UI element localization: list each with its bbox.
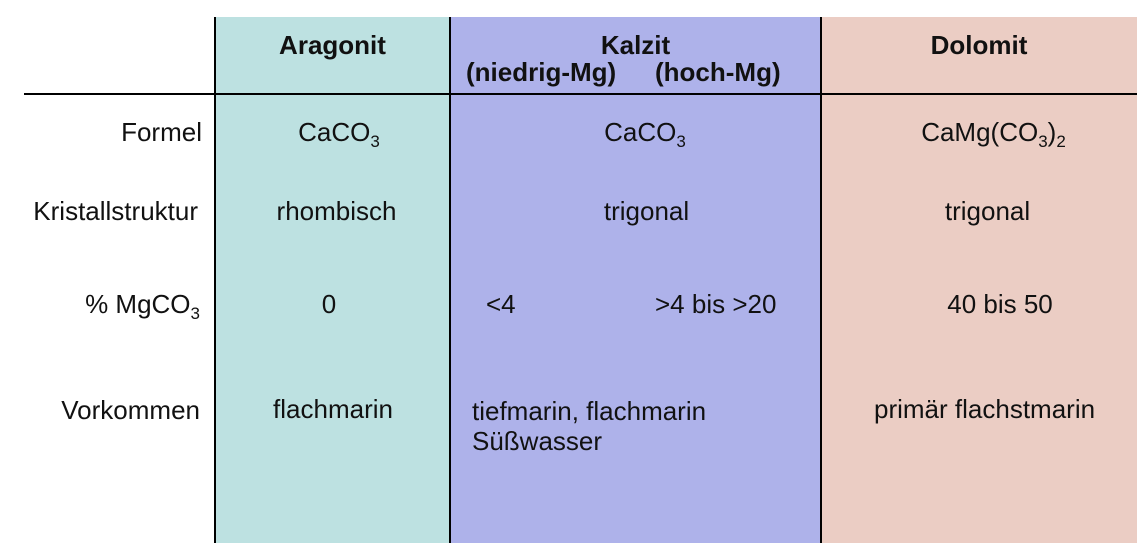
column-kalzit [450, 17, 821, 543]
vorkommen-aragonit: flachmarin [273, 394, 393, 424]
divider-middle [449, 17, 451, 543]
header-kalzit: Kalzit [600, 30, 671, 60]
column-dolomit [821, 17, 1137, 543]
label-vorkommen: Vorkommen [61, 395, 200, 425]
header-kalzit-high-mg: (hoch-Mg) [655, 57, 781, 87]
mgco3-kalzit-high: >4 bis >20 [655, 289, 777, 319]
vorkommen-dolomit: primär flachstmarin [874, 394, 1096, 424]
formel-kalzit: CaCO3 [604, 117, 686, 151]
vorkommen-kalzit-line2: Süßwasser [472, 426, 603, 456]
kristall-dolomit: trigonal [944, 196, 1031, 226]
header-dolomit: Dolomit [930, 30, 1028, 60]
header-kalzit-low-mg: (niedrig-Mg) [466, 57, 617, 87]
formel-aragonit: CaCO3 [298, 117, 380, 151]
mgco3-kalzit-low: <4 [486, 289, 516, 319]
divider-right [820, 17, 822, 543]
vorkommen-kalzit-line1: tiefmarin, flachmarin [472, 396, 707, 426]
formel-dolomit: CaMg(CO3)2 [921, 117, 1066, 151]
kristall-aragonit: rhombisch [276, 196, 397, 226]
label-mgco3: % MgCO3 [85, 289, 200, 323]
mgco3-aragonit: 0 [321, 289, 337, 319]
kristall-kalzit: trigonal [603, 196, 690, 226]
column-aragonit [215, 17, 450, 543]
header-divider [24, 93, 1137, 95]
mgco3-dolomit: 40 bis 50 [947, 289, 1053, 319]
label-kristallstruktur: Kristallstruktur [33, 196, 198, 226]
header-aragonit: Aragonit [279, 30, 386, 60]
label-formel: Formel [121, 117, 202, 147]
divider-left [214, 17, 216, 543]
